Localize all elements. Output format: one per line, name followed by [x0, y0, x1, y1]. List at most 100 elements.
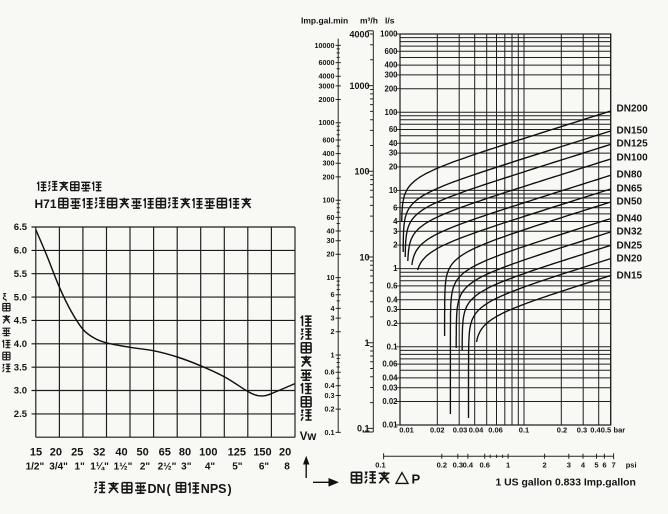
svg-text:400: 400 [323, 149, 335, 158]
svg-text:4000: 4000 [319, 72, 335, 81]
svg-text:DN100: DN100 [617, 153, 649, 164]
svg-text:0.03: 0.03 [382, 383, 398, 392]
svg-text:10: 10 [389, 186, 398, 195]
svg-text:300: 300 [323, 159, 335, 168]
svg-text:0.1: 0.1 [387, 342, 399, 351]
svg-text:1000: 1000 [380, 30, 398, 39]
svg-text:8: 8 [284, 461, 290, 472]
svg-text:30: 30 [327, 236, 335, 245]
svg-text:10: 10 [327, 273, 335, 282]
svg-text:10000: 10000 [315, 41, 335, 50]
svg-text:DN200: DN200 [617, 104, 649, 115]
svg-text:100: 100 [354, 167, 369, 177]
svg-text:80: 80 [179, 447, 191, 459]
svg-text:4: 4 [581, 461, 586, 470]
svg-text:4": 4" [205, 461, 216, 472]
svg-text:0.3: 0.3 [577, 425, 587, 434]
svg-text:0.2: 0.2 [325, 405, 335, 414]
svg-text:4: 4 [331, 304, 335, 313]
svg-text:0.02: 0.02 [430, 425, 445, 434]
svg-text:0.3: 0.3 [453, 461, 463, 470]
svg-text:7: 7 [612, 461, 616, 470]
svg-text:20: 20 [50, 447, 62, 459]
svg-text:0.4: 0.4 [325, 381, 335, 390]
svg-text:300: 300 [384, 71, 398, 80]
svg-text:DN32: DN32 [617, 227, 643, 238]
svg-text:25: 25 [71, 447, 83, 459]
svg-text:0.04: 0.04 [382, 374, 398, 383]
svg-text:10: 10 [359, 252, 369, 262]
svg-text:5": 5" [232, 461, 243, 472]
svg-text:0.6: 0.6 [387, 282, 399, 291]
svg-text:4.5: 4.5 [14, 316, 28, 327]
svg-text:125: 125 [228, 447, 246, 459]
svg-text:0.1: 0.1 [375, 461, 385, 470]
svg-text:600: 600 [384, 47, 398, 56]
svg-text:0.4: 0.4 [463, 461, 474, 470]
svg-text:6.0: 6.0 [14, 246, 27, 257]
svg-text:6": 6" [259, 461, 270, 472]
svg-text:bar: bar [614, 426, 626, 435]
svg-text:m³/h: m³/h [360, 16, 378, 26]
svg-text:DN65: DN65 [617, 184, 643, 195]
svg-text:DN15: DN15 [617, 271, 643, 282]
svg-text:1000: 1000 [319, 118, 335, 127]
svg-text:100: 100 [384, 108, 398, 117]
svg-text:3.0: 3.0 [14, 386, 27, 397]
svg-text:0.04: 0.04 [469, 425, 484, 434]
svg-text:DN50: DN50 [617, 197, 643, 208]
svg-text:Vw: Vw [300, 431, 317, 443]
svg-text:0.4: 0.4 [590, 425, 601, 434]
svg-text:6.5: 6.5 [14, 222, 28, 233]
svg-text:20: 20 [327, 250, 335, 259]
svg-text:400: 400 [384, 61, 398, 70]
svg-text:0.1: 0.1 [357, 424, 370, 434]
svg-text:6000: 6000 [319, 58, 335, 67]
svg-text:5: 5 [594, 461, 598, 470]
svg-text:DN40: DN40 [617, 214, 643, 225]
svg-text:6: 6 [331, 290, 335, 299]
svg-text:0.3: 0.3 [387, 305, 399, 314]
svg-text:0.5: 0.5 [601, 425, 611, 434]
svg-text:3/4": 3/4" [49, 461, 68, 472]
svg-text:1: 1 [364, 338, 369, 348]
svg-text:600: 600 [323, 135, 335, 144]
svg-text:40: 40 [327, 226, 335, 235]
svg-text:40: 40 [115, 447, 127, 459]
svg-text:65: 65 [159, 447, 171, 459]
svg-text:NPS: NPS [201, 482, 227, 496]
svg-text:3: 3 [331, 314, 335, 323]
svg-text:2.5: 2.5 [14, 409, 28, 420]
svg-text:DN: DN [148, 482, 166, 496]
svg-text:DN150: DN150 [617, 126, 649, 137]
svg-text:(: ( [167, 483, 172, 497]
svg-text:6: 6 [602, 461, 606, 470]
svg-text:0.06: 0.06 [488, 425, 503, 434]
svg-text:1¼": 1¼" [90, 461, 109, 472]
svg-text:DN20: DN20 [617, 254, 643, 265]
svg-text:1 US gallon 0.833 Imp.gallon: 1 US gallon 0.833 Imp.gallon [496, 478, 636, 489]
svg-text:H71: H71 [35, 197, 57, 211]
svg-text:ξ: ξ [3, 292, 8, 303]
svg-text:150: 150 [253, 447, 271, 459]
svg-text:0.06: 0.06 [382, 360, 398, 369]
svg-text:2: 2 [331, 327, 335, 336]
svg-text:DN25: DN25 [617, 241, 643, 252]
svg-text:50: 50 [136, 447, 148, 459]
svg-text:2000: 2000 [319, 95, 335, 104]
svg-text:1½": 1½" [114, 461, 133, 472]
svg-text:100: 100 [323, 196, 335, 205]
svg-text:3.5: 3.5 [14, 362, 28, 373]
svg-text:2": 2" [140, 461, 151, 472]
svg-text:l/s: l/s [385, 16, 395, 26]
svg-text:3: 3 [567, 461, 571, 470]
svg-text:psi: psi [626, 461, 637, 470]
svg-text:0.2: 0.2 [557, 425, 567, 434]
svg-text:40: 40 [389, 139, 398, 148]
svg-text:4000: 4000 [349, 29, 369, 39]
svg-text:0.2: 0.2 [387, 319, 399, 328]
svg-text:0.2: 0.2 [437, 461, 447, 470]
svg-text:0.6: 0.6 [479, 461, 489, 470]
svg-text:20: 20 [389, 163, 398, 172]
svg-text:4.0: 4.0 [14, 339, 27, 350]
